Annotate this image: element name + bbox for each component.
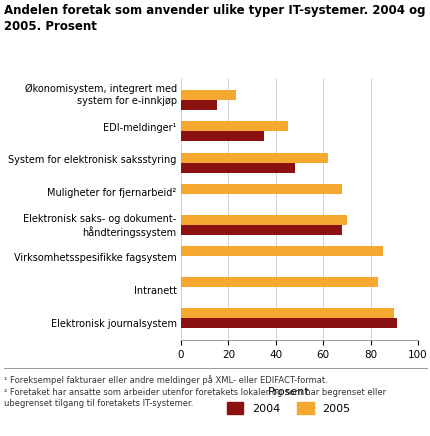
Bar <box>181 246 382 256</box>
Text: Andelen foretak som anvender ulike typer IT-systemer. 2004 og
2005. Prosent: Andelen foretak som anvender ulike typer… <box>4 4 425 34</box>
Bar <box>181 215 346 225</box>
Text: Virksomhetsspesifikke fagsystem: Virksomhetsspesifikke fagsystem <box>14 253 176 263</box>
Text: Økonomisystem, integrert med
system for e-innkjøp: Økonomisystem, integrert med system for … <box>25 84 176 106</box>
Bar <box>181 100 216 110</box>
Bar <box>181 277 377 287</box>
Bar <box>181 163 294 173</box>
Bar <box>181 132 263 141</box>
Bar <box>181 90 235 100</box>
Bar <box>181 225 341 235</box>
Bar <box>181 184 341 194</box>
Bar <box>181 122 287 132</box>
Text: Intranett: Intranett <box>133 286 176 296</box>
Text: Elektronisk journalsystem: Elektronisk journalsystem <box>51 319 176 329</box>
Bar <box>181 308 393 318</box>
Text: System for elektronisk saksstyring: System for elektronisk saksstyring <box>8 155 176 165</box>
Text: Elektronisk saks- og dokument-
håndteringssystem: Elektronisk saks- og dokument- håndterin… <box>23 214 176 238</box>
Text: Muligheter for fjernarbeid²: Muligheter for fjernarbeid² <box>47 188 176 198</box>
Legend: 2004, 2005: 2004, 2005 <box>221 382 354 418</box>
Bar <box>181 318 396 328</box>
Bar <box>181 153 327 163</box>
Text: EDI-meldinger¹: EDI-meldinger¹ <box>103 123 176 133</box>
Text: ¹ Foreksempel fakturaer eller andre meldinger på XML- eller EDIFACT-format.
² Fo: ¹ Foreksempel fakturaer eller andre meld… <box>4 375 386 409</box>
